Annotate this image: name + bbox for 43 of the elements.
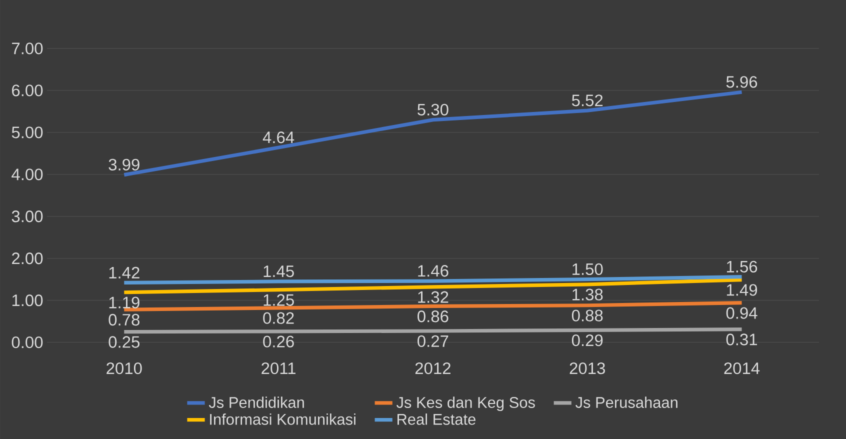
data-label: 0.31 [726,334,757,346]
y-tick-label: 1.00 [12,294,43,306]
y-tick-label: 4.00 [12,168,43,180]
data-label: 5.30 [418,104,448,116]
legend-label: Informasi Komunikasi [210,413,356,425]
data-label: 0.26 [263,336,294,348]
data-label: 5.52 [572,94,603,106]
data-label: 5.96 [726,76,758,88]
legend-label: Js Perusahaan [576,396,678,408]
data-label: 0.82 [263,312,294,324]
data-label: 1.46 [418,264,448,277]
data-label: 1.49 [726,284,758,296]
data-label: 0.86 [418,310,448,322]
legend-label: Real Estate [398,413,476,425]
data-label: 3.99 [108,158,140,170]
data-label: 0.25 [108,336,140,348]
x-tick-label: 2013 [570,362,605,374]
x-tick-label: 2012 [415,362,450,374]
data-label: 0.27 [418,335,448,347]
data-label: 1.50 [572,263,603,275]
data-label: 1.32 [418,291,448,303]
y-tick-label: 0.00 [12,336,43,348]
data-label: 1.38 [572,288,603,300]
data-label: 1.25 [264,294,294,306]
legend-label: Js Kes dan Keg Sos [396,396,535,411]
data-label: 0.94 [726,307,758,319]
x-tick-label: 2014 [724,362,760,374]
data-label: 0.29 [572,334,603,346]
data-label: 4.64 [262,131,294,144]
y-tick-label: 2.00 [12,252,43,264]
data-label: 1.56 [726,260,758,272]
data-label: 1.45 [264,266,294,278]
y-tick-label: 6.00 [12,84,43,96]
x-tick-label: 2011 [262,362,296,374]
y-tick-label: 3.00 [12,210,43,222]
y-tick-label: 7.00 [12,42,43,54]
y-tick-label: 5.00 [12,126,43,138]
data-label: 0.88 [572,310,603,322]
legend-label: Js Pendidikan [208,396,304,408]
data-label: 1.42 [109,266,140,278]
data-label: 1.19 [109,296,140,308]
x-tick-label: 2010 [106,362,142,374]
data-label: 0.78 [108,314,140,326]
